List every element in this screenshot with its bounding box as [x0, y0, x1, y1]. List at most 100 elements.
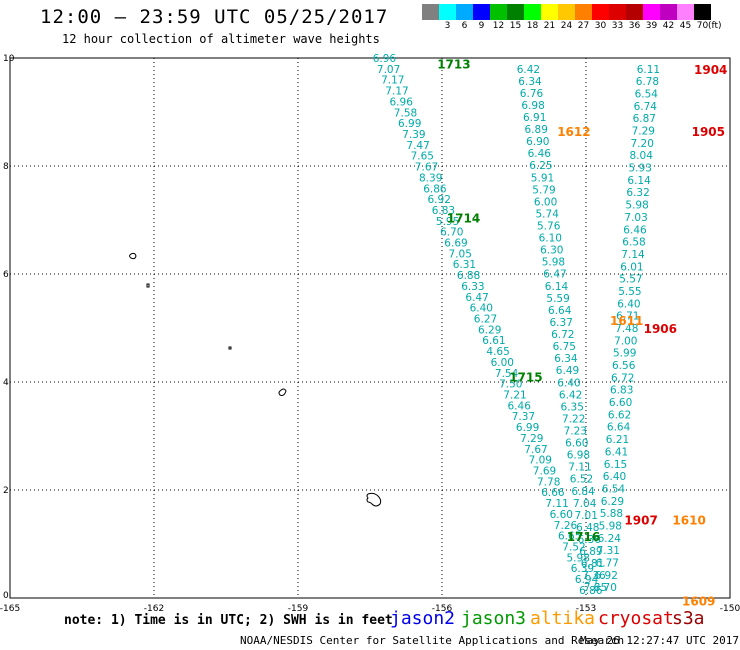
track-label: 1611 [610, 314, 643, 328]
swh-value: 6.46 [623, 224, 647, 236]
swh-value: 6.36 [578, 534, 602, 546]
swh-value: 4.65 [486, 346, 509, 358]
swh-value: 5.98 [542, 257, 565, 269]
swh-value: 5.93 [629, 163, 652, 175]
island-outlines [129, 252, 382, 507]
swh-value: 5.76 [537, 221, 561, 233]
legend-jason2: jason2 [390, 608, 456, 629]
swh-value: 6.29 [601, 496, 624, 508]
color-swatch [541, 4, 558, 20]
swh-value: 7.09 [529, 455, 552, 467]
swh-value: 6.58 [622, 237, 645, 249]
track-label: 1907 [624, 514, 657, 528]
color-swatch [592, 4, 609, 20]
page-title: 12:00 – 23:59 UTC 05/25/2017 [40, 6, 389, 28]
color-swatch [473, 4, 490, 20]
swh-value: 6.94 [575, 574, 599, 586]
swh-value: 7.00 [614, 335, 637, 347]
swh-value: 6.86 [423, 183, 447, 195]
swh-value: 7.07 [377, 64, 400, 76]
swh-value: 6.40 [470, 303, 493, 315]
generation-timestamp: May 26 12:27:47 UTC 2017 [580, 634, 739, 647]
swh-value: 6.60 [609, 397, 632, 409]
island-outline [366, 492, 382, 507]
swh-value: 6.78 [636, 76, 659, 88]
swh-value: 6.84 [571, 486, 595, 498]
track-label: 1610 [672, 514, 705, 528]
swh-value: 6.40 [617, 298, 640, 310]
swh-value: 7.58 [394, 107, 417, 119]
swh-value: 6.88 [457, 270, 480, 282]
swh-value: 6.11 [637, 64, 660, 76]
swh-value: 7.17 [381, 75, 404, 87]
track-label: 1612 [557, 125, 590, 139]
swh-value: 7.26 [554, 520, 578, 532]
color-swatch [456, 4, 473, 20]
color-swatch [507, 4, 524, 20]
swh-value: 5.99 [613, 348, 636, 360]
swh-value: 6.61 [482, 335, 505, 347]
swh-value: 5.79 [532, 184, 555, 196]
lat-tick-label: 2 [3, 486, 9, 496]
altimeter-tracks: 6.967.077.177.176.967.586.997.397.477.65… [373, 53, 728, 609]
swh-value: 6.40 [603, 471, 626, 483]
swh-value: 6.32 [626, 187, 649, 199]
lon-tick-label: -153 [576, 604, 596, 614]
swh-value: 6.76 [520, 88, 544, 100]
swh-value: 7.78 [537, 476, 560, 488]
swh-value: 5.57 [619, 274, 642, 286]
color-scale-label: 24 [560, 21, 573, 31]
swh-value: 6.37 [550, 317, 573, 329]
lat-tick-label: 8 [3, 162, 9, 172]
lat-tick-label: 10 [3, 54, 15, 64]
map-gridlines [10, 58, 730, 598]
swh-value: 7.11 [545, 498, 568, 510]
swh-value: 6.48 [576, 522, 599, 534]
swh-value: 7.14 [621, 249, 645, 261]
swh-value: 7.20 [631, 138, 654, 150]
color-scale-label: 3 [444, 21, 451, 31]
legend-altika: altika [530, 608, 596, 629]
lon-tick-label: -165 [0, 604, 20, 614]
swh-value: 7.11 [568, 462, 591, 474]
swh-value: 6.56 [612, 360, 636, 372]
swh-value: 8.39 [419, 172, 442, 184]
swh-value: 6.41 [605, 446, 628, 458]
swh-value: 6.75 [553, 341, 576, 353]
swh-value: 6.96 [373, 53, 397, 65]
swh-value: 8.04 [630, 150, 654, 162]
legend-cryosat: cryosat [598, 608, 674, 629]
island-outline [129, 252, 137, 260]
swh-value: 6.47 [465, 292, 488, 304]
lat-tick-label: 4 [3, 378, 9, 388]
swh-value: 6.91 [523, 112, 546, 124]
swh-value: 6.15 [604, 459, 627, 471]
swh-value: 6.81 [581, 558, 604, 570]
color-scale-label: 30 [594, 21, 607, 31]
swh-value: 7.03 [624, 212, 647, 224]
swh-value: 6.72 [611, 372, 634, 384]
island-outline [146, 283, 150, 288]
color-swatch [609, 4, 626, 20]
lon-tick-label: -159 [288, 604, 309, 614]
swh-value: 6.47 [543, 269, 566, 281]
color-scale-label: 39 [645, 21, 658, 31]
swh-value: 6.21 [606, 434, 629, 446]
swh-value: 6.77 [596, 558, 619, 570]
swh-value: 7.65 [411, 151, 434, 163]
swh-value: 6.90 [526, 136, 549, 148]
lon-tick-label: -150 [720, 604, 740, 614]
color-swatch [660, 4, 677, 20]
legend-s3a: s3a [672, 608, 705, 629]
lat-tick-label: 6 [3, 270, 9, 280]
swh-value: 6.89 [579, 546, 602, 558]
swh-value: 6.34 [518, 76, 542, 88]
swh-value: 5.55 [618, 286, 641, 298]
swh-value: 7.29 [520, 433, 543, 445]
swh-value: 6.14 [545, 281, 569, 293]
island-outline [278, 388, 287, 396]
swh-value: 7.50 [499, 379, 522, 391]
swh-value: 6.46 [508, 400, 532, 412]
color-swatch [626, 4, 643, 20]
swh-value: 6.99 [398, 118, 421, 130]
